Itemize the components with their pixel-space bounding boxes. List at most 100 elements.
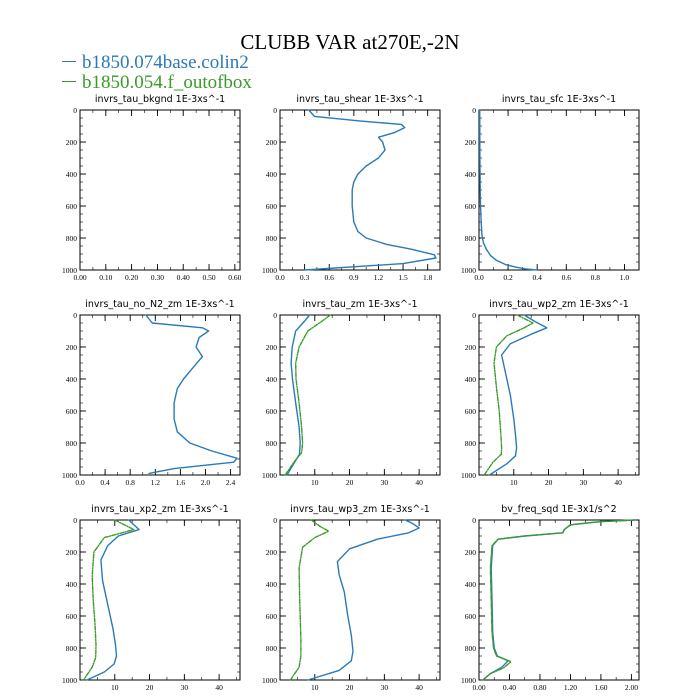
panel-title: bv_freq_sqd 1E-3x1/s^2 bbox=[501, 504, 616, 515]
y-tick-label: 800 bbox=[465, 234, 477, 243]
y-tick-label: 1000 bbox=[262, 471, 277, 480]
series-line-1 bbox=[303, 109, 437, 271]
y-tick-label: 0 bbox=[73, 311, 77, 320]
y-tick-label: 800 bbox=[465, 439, 477, 448]
panel-title: invrs_tau_shear 1E-3xs^-1 bbox=[296, 94, 423, 105]
x-tick-label: 0.40 bbox=[177, 273, 190, 282]
x-tick-label: 1.6 bbox=[176, 478, 186, 487]
x-tick-label: 10 bbox=[111, 683, 119, 692]
x-tick-label: 2.00 bbox=[625, 683, 638, 692]
x-tick-label: 10 bbox=[510, 478, 518, 487]
x-tick-label: 40 bbox=[215, 683, 223, 692]
panel-4: invrs_tau_no_N2_zm 1E-3xs^-1 0 200 400 600 80… bbox=[62, 299, 241, 487]
y-tick-label: 800 bbox=[66, 439, 78, 448]
panel-title: invrs_tau_zm 1E-3xs^-1 bbox=[303, 299, 418, 310]
x-tick-label: 0.2 bbox=[503, 273, 513, 282]
series-line-2 bbox=[289, 519, 330, 681]
y-tick-label: 0 bbox=[273, 106, 277, 115]
panel-6: invrs_tau_wp2_zm 1E-3xs^-1 0 200 400 600 800 1… bbox=[461, 299, 640, 487]
plot-frame bbox=[279, 314, 441, 476]
panel-5: invrs_tau_zm 1E-3xs^-1 0 200 400 600 800 1000 1… bbox=[262, 299, 441, 487]
series-line-1 bbox=[479, 109, 538, 271]
y-tick-label: 600 bbox=[465, 202, 477, 211]
x-tick-label: 30 bbox=[580, 478, 588, 487]
x-tick-label: 1.0 bbox=[620, 273, 630, 282]
legend-label-1: b1850.074base.colin2 bbox=[82, 52, 249, 73]
y-tick-label: 800 bbox=[66, 644, 78, 653]
y-tick-label: 1000 bbox=[62, 676, 77, 685]
x-tick-label: 0.40 bbox=[503, 683, 516, 692]
y-tick-label: 600 bbox=[266, 202, 278, 211]
series-line-1 bbox=[482, 519, 636, 681]
y-tick-label: 0 bbox=[472, 106, 476, 115]
panel-1: invrs_tau_bkgnd 1E-3xs^-1 0 200 400 600 800 10… bbox=[62, 94, 242, 282]
x-tick-label: 1.60 bbox=[594, 683, 607, 692]
y-tick-label: 800 bbox=[465, 644, 477, 653]
y-tick-label: 0 bbox=[472, 516, 476, 525]
plot-frame bbox=[79, 519, 241, 681]
plot-frame bbox=[79, 314, 241, 476]
x-tick-label: 10 bbox=[311, 478, 319, 487]
series-line-1 bbox=[86, 519, 140, 681]
x-tick-label: 0.80 bbox=[533, 683, 546, 692]
y-tick-label: 1000 bbox=[62, 471, 77, 480]
plot-frame bbox=[279, 519, 441, 681]
y-tick-label: 800 bbox=[266, 234, 278, 243]
panel-title: invrs_tau_xp2_zm 1E-3xs^-1 bbox=[91, 504, 228, 515]
y-tick-label: 200 bbox=[66, 138, 78, 147]
legend-swatch-2 bbox=[62, 81, 76, 83]
x-tick-label: 30 bbox=[181, 683, 189, 692]
x-tick-label: 2.0 bbox=[201, 478, 211, 487]
panel-title: invrs_tau_wp2_zm 1E-3xs^-1 bbox=[489, 299, 629, 310]
x-tick-label: 2.4 bbox=[226, 478, 236, 487]
x-tick-label: 0.8 bbox=[126, 478, 136, 487]
panel-title: invrs_tau_no_N2_zm 1E-3xs^-1 bbox=[85, 299, 234, 310]
y-tick-label: 600 bbox=[465, 612, 477, 621]
x-tick-label: 0.0 bbox=[474, 273, 484, 282]
x-tick-label: 0.4 bbox=[532, 273, 542, 282]
x-tick-label: 0.3 bbox=[300, 273, 310, 282]
y-tick-label: 400 bbox=[266, 375, 278, 384]
x-tick-label: 30 bbox=[381, 683, 389, 692]
panel-3: invrs_tau_sfc 1E-3xs^-1 0 200 400 600 800 1000… bbox=[461, 94, 640, 282]
legend-entry-1: b1850.074base.colin2 bbox=[62, 52, 249, 74]
y-tick-label: 1000 bbox=[262, 266, 277, 275]
y-tick-label: 200 bbox=[465, 138, 477, 147]
x-tick-label: 0.60 bbox=[228, 273, 241, 282]
panel-title: invrs_tau_bkgnd 1E-3xs^-1 bbox=[95, 94, 225, 105]
x-tick-label: 0.6 bbox=[325, 273, 335, 282]
panel-8: invrs_tau_wp3_zm 1E-3xs^-1 0 200 400 600 800 1… bbox=[262, 504, 441, 692]
y-tick-label: 200 bbox=[266, 138, 278, 147]
y-tick-label: 800 bbox=[266, 439, 278, 448]
y-tick-label: 0 bbox=[273, 516, 277, 525]
y-tick-label: 400 bbox=[66, 375, 78, 384]
x-tick-label: 0.8 bbox=[591, 273, 601, 282]
x-tick-label: 20 bbox=[346, 683, 354, 692]
x-tick-label: 0.00 bbox=[472, 683, 485, 692]
series-line-1 bbox=[307, 519, 420, 681]
plot-frame bbox=[79, 109, 241, 271]
x-tick-label: 0.4 bbox=[100, 478, 110, 487]
x-tick-label: 0.0 bbox=[275, 273, 285, 282]
x-tick-label: 0.9 bbox=[349, 273, 359, 282]
y-tick-label: 1000 bbox=[461, 266, 476, 275]
y-tick-label: 400 bbox=[66, 580, 78, 589]
y-tick-label: 0 bbox=[472, 311, 476, 320]
figure-title: CLUBB VAR at270E,-2N bbox=[240, 30, 460, 54]
panel-title: invrs_tau_sfc 1E-3xs^-1 bbox=[502, 94, 616, 105]
plot-frame bbox=[478, 519, 640, 681]
y-tick-label: 200 bbox=[266, 343, 278, 352]
legend-swatch-1 bbox=[62, 61, 76, 63]
series-line-2 bbox=[482, 519, 636, 681]
x-tick-label: 1.2 bbox=[374, 273, 384, 282]
y-tick-label: 1000 bbox=[262, 676, 277, 685]
y-tick-label: 0 bbox=[73, 106, 77, 115]
x-tick-label: 20 bbox=[146, 683, 154, 692]
y-tick-label: 0 bbox=[73, 516, 77, 525]
y-tick-label: 600 bbox=[66, 612, 78, 621]
y-tick-label: 600 bbox=[465, 407, 477, 416]
y-tick-label: 400 bbox=[266, 580, 278, 589]
y-tick-label: 1000 bbox=[461, 471, 476, 480]
x-tick-label: 0.20 bbox=[125, 273, 138, 282]
series-line-2 bbox=[82, 519, 135, 681]
